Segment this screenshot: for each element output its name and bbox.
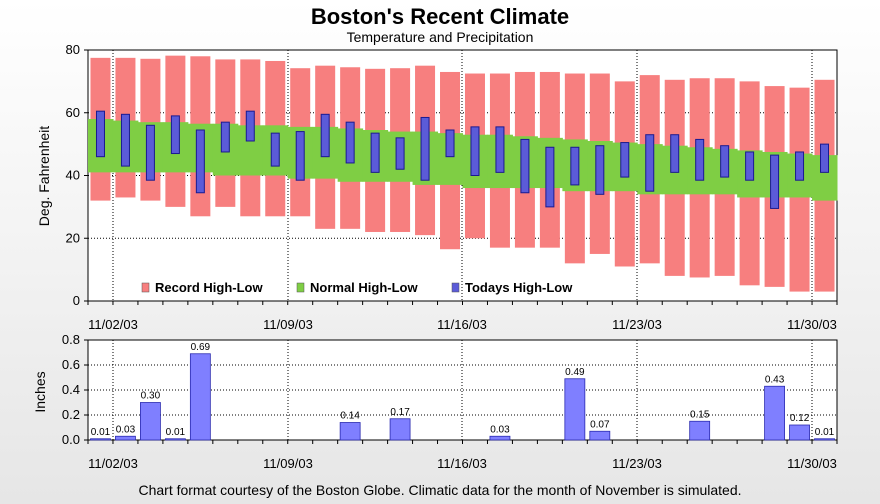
precipitation-data-label: 0.17: [390, 407, 410, 418]
precipitation-data-label: 0.43: [765, 374, 785, 385]
precipitation-x-tick-label: 11/30/03: [787, 456, 837, 471]
precipitation-x-tick-label: 11/09/03: [263, 456, 313, 471]
today-bar: [820, 143, 830, 173]
today-bar: [620, 142, 630, 178]
precipitation-bar: [689, 420, 711, 441]
today-bar: [320, 113, 330, 158]
legend-entry: Record High-Low: [141, 280, 263, 295]
chart-subtitle: Temperature and Precipitation: [346, 29, 534, 45]
precipitation-bar: [389, 418, 411, 441]
precipitation-data-label: 0.03: [490, 424, 510, 435]
precipitation-y-tick-label: 0.2: [62, 407, 80, 422]
legend-entry: Todays High-Low: [451, 280, 573, 295]
precipitation-bar: [339, 422, 361, 441]
today-bar: [270, 132, 280, 167]
precipitation-x-tick-label: 11/02/03: [88, 456, 138, 471]
today-bar: [695, 138, 705, 181]
temperature-y-tick-label: 80: [66, 42, 80, 57]
today-bar: [370, 132, 380, 173]
today-bar: [645, 134, 655, 192]
legend-label: Record High-Low: [155, 280, 263, 295]
temperature-x-tick-label: 11/02/03: [88, 317, 138, 332]
precipitation-data-label: 0.01: [166, 427, 186, 438]
today-bar: [795, 151, 805, 181]
precipitation-bar: [564, 378, 586, 441]
today-bar: [570, 146, 580, 186]
legend-swatch: [451, 282, 460, 293]
temperature-x-tick-label: 11/23/03: [612, 317, 662, 332]
temperature-y-tick-label: 20: [66, 230, 80, 245]
temperature-y-axis-label: Deg. Fahrenheit: [36, 126, 52, 227]
today-bar: [545, 146, 555, 208]
chart-title: Boston's Recent Climate: [310, 4, 570, 29]
today-bar: [220, 121, 230, 153]
legend-swatch: [141, 282, 150, 293]
today-bar: [720, 145, 730, 178]
temperature-y-tick-label: 0: [73, 293, 80, 308]
precipitation-bar: [764, 385, 785, 441]
today-bar: [770, 154, 780, 209]
legend-label: Todays High-Low: [465, 280, 573, 295]
temperature-y-tick-label: 40: [66, 168, 80, 183]
precipitation-y-tick-label: 0.8: [62, 332, 80, 347]
today-bar: [595, 145, 605, 195]
today-bar: [745, 151, 755, 181]
precipitation-data-label: 0.03: [116, 424, 136, 435]
precipitation-bar: [814, 438, 835, 441]
today-bar: [195, 129, 205, 194]
today-bar: [445, 129, 455, 158]
precipitation-data-label: 0.30: [141, 391, 161, 402]
today-bar: [95, 110, 105, 158]
precipitation-data-label: 0.14: [340, 411, 360, 422]
today-bar: [145, 124, 155, 181]
today-bar: [495, 126, 505, 173]
precipitation-bar: [90, 438, 111, 441]
precipitation-data-label: 0.15: [690, 409, 710, 420]
today-bar: [170, 115, 180, 155]
precipitation-bar: [189, 353, 211, 441]
precipitation-x-tick-label: 11/16/03: [437, 456, 487, 471]
legend-label: Normal High-Low: [310, 280, 418, 295]
precipitation-bar: [589, 430, 611, 441]
today-bar: [245, 110, 255, 142]
legend-swatch: [296, 282, 305, 293]
precipitation-y-axis-label: Inches: [32, 371, 48, 412]
precipitation-data-label: 0.07: [590, 419, 610, 430]
today-bar: [420, 116, 430, 181]
today-bar: [395, 137, 405, 170]
precipitation-data-label: 0.49: [565, 367, 585, 378]
chart-footer-note: Chart format courtesy of the Boston Glob…: [138, 482, 742, 498]
precipitation-data-label: 0.01: [91, 427, 111, 438]
temperature-x-tick-label: 11/30/03: [787, 317, 837, 332]
today-bar: [520, 138, 530, 194]
temperature-y-tick-label: 60: [66, 105, 80, 120]
today-bar: [120, 113, 130, 167]
precipitation-x-tick-label: 11/23/03: [612, 456, 662, 471]
precipitation-data-label: 0.69: [191, 342, 211, 353]
temperature-x-tick-label: 11/09/03: [263, 317, 313, 332]
precipitation-bar: [164, 438, 186, 441]
temperature-x-tick-label: 11/16/03: [437, 317, 487, 332]
today-bar: [345, 121, 355, 164]
today-bar: [470, 126, 480, 176]
legend-entry: Normal High-Low: [296, 280, 418, 295]
precipitation-y-tick-label: 0.4: [62, 382, 80, 397]
precipitation-bar: [115, 435, 136, 441]
precipitation-data-label: 0.12: [790, 413, 810, 424]
precipitation-bar: [140, 402, 161, 441]
precipitation-bar: [789, 424, 810, 441]
precipitation-y-tick-label: 0.0: [62, 432, 80, 447]
today-bar: [670, 134, 680, 173]
precipitation-bar: [489, 435, 511, 441]
today-bar: [295, 131, 305, 181]
precipitation-y-tick-label: 0.6: [62, 357, 80, 372]
precipitation-data-label: 0.01: [815, 427, 835, 438]
